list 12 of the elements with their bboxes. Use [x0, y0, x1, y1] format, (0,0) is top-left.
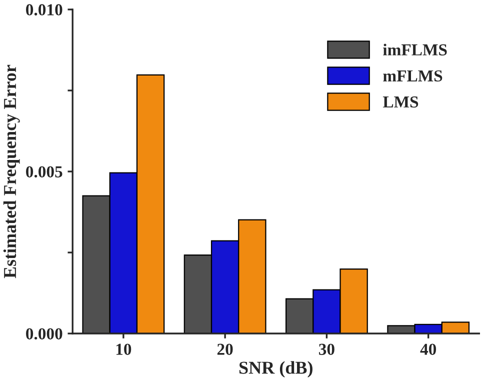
x-tick-label: 40	[420, 344, 436, 355]
text: 0.000	[26, 328, 62, 340]
y-tick-label: 0.010	[26, 4, 62, 16]
legend-label: imFLMS	[383, 44, 447, 56]
x-tick-label: 30	[318, 344, 334, 355]
x-axis-title: SNR (dB)	[239, 361, 312, 378]
x-tick-label: 10	[116, 344, 132, 355]
legend-label: mFLMS	[383, 70, 442, 82]
x-tick-label: 20	[217, 344, 233, 355]
y-tick-label: 0.005	[26, 166, 62, 178]
legend-label: LMS	[382, 96, 418, 108]
y-axis-title: Estimated Frequency Error	[3, 64, 20, 278]
